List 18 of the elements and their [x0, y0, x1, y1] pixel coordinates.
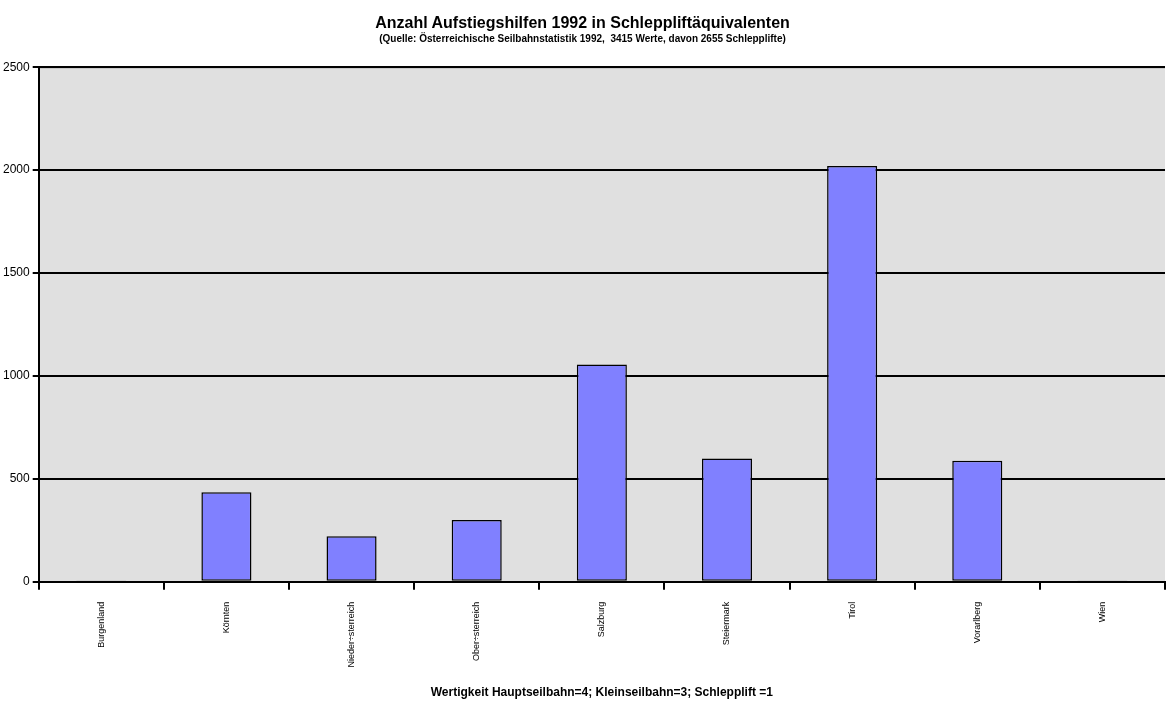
x-tick-label: Vorarlberg	[971, 601, 982, 644]
x-tick-label: Steiermark	[721, 601, 732, 646]
y-tick-label: 1000	[2, 368, 31, 383]
y-tick-label: 0	[23, 573, 31, 588]
chart-title: Anzahl Aufstiegshilfen 1992 in Schleppliftäquivalenten	[375, 14, 790, 32]
y-tick-label: 1500	[2, 265, 31, 280]
x-tick-label: Körnten	[220, 601, 231, 634]
y-tick-label: 2000	[2, 162, 31, 177]
x-tick-label: Burgenland	[95, 601, 106, 648]
x-tick-label: Tirol	[846, 601, 857, 619]
y-tick-label: 2500	[2, 59, 31, 74]
y-tick-label: 500	[9, 471, 31, 486]
chart-subtitle: (Quelle: Österreichische Seilbahnstatistik 1992, 3415 Werte, davon 2655 Schlepplifte)	[379, 31, 786, 44]
x-tick-label: Salzburg	[596, 601, 607, 638]
x-tick-label: Nieder÷sterreich	[346, 601, 357, 668]
x-tick-label: Wien	[1096, 601, 1107, 623]
x-axis-title: Wertigkeit Hauptseilbahn=4; Kleinseilbahn=3; Schlepplift =1	[430, 685, 774, 700]
x-tick-label: Ober÷sterreich	[471, 601, 482, 662]
